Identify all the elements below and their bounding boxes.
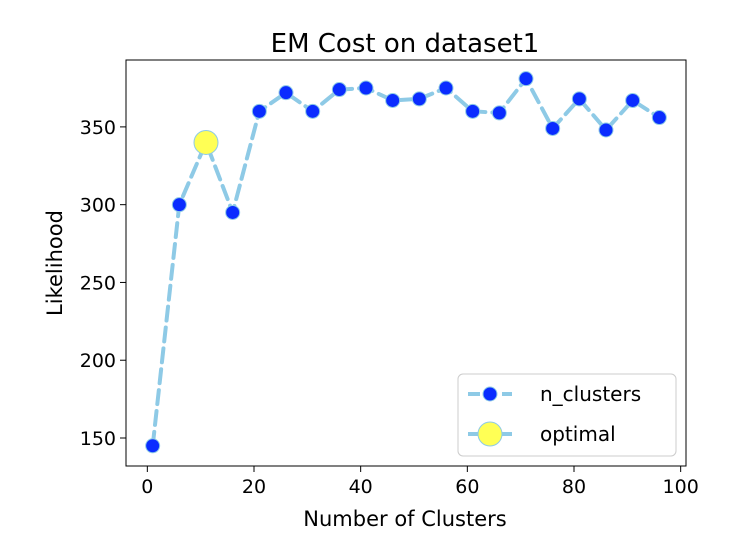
x-axis-title: Number of Clusters [303,507,506,531]
data-point-n-clusters [651,110,667,126]
data-point-n-clusters [545,120,561,136]
data-point-n-clusters [225,204,241,220]
y-axis-ticks: 150 200 250 300 350 [80,117,126,450]
data-point-n-clusters [358,80,374,96]
data-point-n-clusters [145,438,161,454]
data-point-n-clusters [625,92,641,108]
legend-label-n-clusters: n_clusters [540,382,641,406]
data-point-n-clusters [171,197,187,213]
plot-area-frame [125,59,687,467]
data-point-n-clusters [411,91,427,107]
legend-marker-n-clusters [482,386,498,402]
y-tick-label: 250 [80,272,116,294]
x-tick-label: 0 [141,476,153,498]
data-point-n-clusters [385,92,401,108]
legend-box [457,373,677,457]
data-point-n-clusters [251,103,267,119]
data-point-n-clusters [491,105,507,121]
data-point-n-clusters [518,71,534,87]
data-point-n-clusters [278,85,294,101]
y-tick-label: 350 [80,117,116,139]
x-tick-label: 20 [242,476,266,498]
chart-title: EM Cost on dataset1 [271,29,540,59]
legend-label-optimal: optimal [540,422,616,446]
x-tick-label: 40 [349,476,373,498]
y-axis-title: Likelihood [43,210,67,316]
data-point-n-clusters [598,122,614,138]
data-point-n-clusters [438,80,454,96]
y-tick-label: 300 [80,195,116,217]
data-point-n-clusters [571,91,587,107]
x-tick-label: 100 [663,476,699,498]
data-point-optimal [193,129,219,155]
y-tick-label: 200 [80,350,116,372]
x-tick-label: 60 [455,476,479,498]
data-point-n-clusters [465,103,481,119]
data-point-n-clusters [305,103,321,119]
legend: n_clusters optimal [457,373,677,457]
x-axis-ticks: 0 20 40 60 80 100 [141,466,699,498]
legend-marker-optimal [477,421,503,447]
y-tick-label: 150 [80,428,116,450]
data-point-n-clusters [331,82,347,98]
series-layer [145,71,667,454]
x-tick-label: 80 [562,476,586,498]
